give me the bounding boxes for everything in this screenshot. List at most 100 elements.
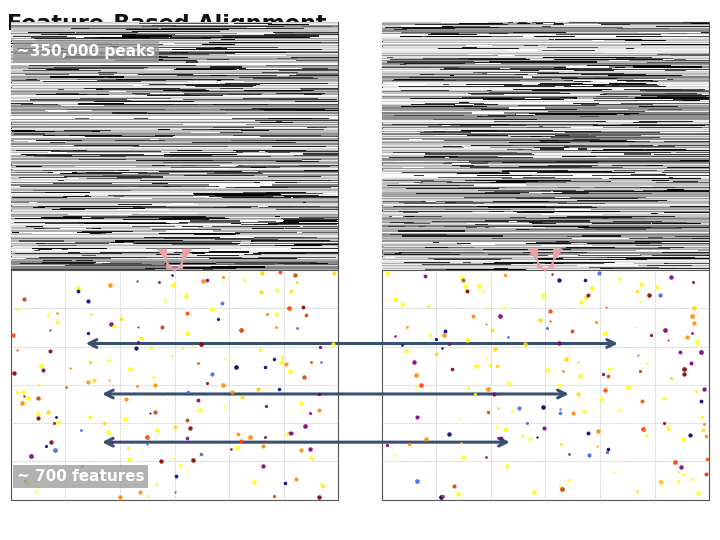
- Bar: [11, 211, 338, 212]
- Bar: [591, 238, 691, 239]
- Bar: [294, 102, 338, 103]
- Point: [159, 295, 171, 304]
- Bar: [382, 72, 709, 74]
- Bar: [382, 39, 709, 40]
- Point: [659, 326, 670, 334]
- Bar: [607, 94, 701, 95]
- Bar: [382, 243, 709, 244]
- Point: [25, 451, 37, 460]
- Point: [503, 379, 515, 387]
- Bar: [382, 59, 709, 60]
- Bar: [135, 94, 184, 95]
- Point: [556, 440, 567, 448]
- Bar: [652, 213, 658, 214]
- Bar: [472, 131, 496, 132]
- Bar: [168, 217, 225, 218]
- Point: [584, 451, 595, 460]
- Bar: [176, 68, 266, 69]
- Point: [485, 361, 496, 370]
- Bar: [444, 140, 552, 141]
- Bar: [11, 208, 338, 209]
- Point: [291, 278, 302, 286]
- Bar: [159, 218, 228, 219]
- Bar: [182, 129, 248, 130]
- Bar: [571, 85, 593, 86]
- Bar: [403, 59, 453, 60]
- Bar: [11, 165, 338, 166]
- Bar: [382, 263, 709, 264]
- Bar: [571, 80, 653, 81]
- Bar: [598, 23, 691, 24]
- Point: [382, 268, 393, 277]
- Bar: [382, 33, 709, 34]
- Point: [153, 278, 165, 287]
- Bar: [516, 114, 535, 115]
- Bar: [609, 60, 629, 62]
- Point: [554, 409, 566, 417]
- Bar: [510, 263, 618, 264]
- Bar: [64, 172, 77, 173]
- Bar: [531, 22, 554, 23]
- Bar: [87, 178, 142, 179]
- Bar: [11, 142, 338, 143]
- Bar: [235, 263, 301, 264]
- Point: [225, 445, 237, 454]
- Bar: [11, 228, 338, 229]
- Bar: [431, 33, 459, 34]
- Bar: [382, 74, 709, 75]
- Point: [176, 343, 188, 352]
- Bar: [540, 167, 623, 168]
- Bar: [213, 127, 327, 129]
- Bar: [529, 192, 562, 193]
- Bar: [606, 153, 652, 154]
- Point: [17, 387, 29, 396]
- Bar: [423, 131, 536, 132]
- Bar: [594, 100, 679, 101]
- Bar: [564, 86, 666, 87]
- Bar: [516, 200, 621, 202]
- Bar: [153, 180, 230, 181]
- Bar: [136, 103, 145, 104]
- Bar: [572, 238, 629, 239]
- Bar: [11, 82, 338, 83]
- Point: [544, 307, 556, 315]
- Bar: [409, 82, 421, 83]
- Point: [37, 366, 49, 375]
- Bar: [209, 49, 301, 50]
- Bar: [274, 82, 284, 83]
- Bar: [11, 186, 338, 187]
- Point: [156, 322, 168, 331]
- Bar: [67, 53, 105, 54]
- Point: [252, 384, 264, 393]
- Bar: [11, 198, 338, 199]
- Bar: [401, 106, 487, 107]
- Bar: [382, 50, 709, 51]
- Bar: [540, 207, 597, 208]
- Bar: [400, 64, 406, 65]
- Bar: [11, 90, 338, 91]
- Bar: [556, 161, 668, 162]
- Bar: [625, 257, 683, 258]
- Point: [40, 442, 52, 450]
- Point: [181, 329, 192, 338]
- Bar: [184, 230, 250, 231]
- Bar: [58, 89, 64, 90]
- Point: [462, 287, 473, 295]
- Bar: [203, 269, 212, 270]
- Point: [98, 418, 109, 427]
- Bar: [382, 211, 709, 212]
- Bar: [382, 124, 709, 125]
- Bar: [254, 182, 297, 183]
- Bar: [549, 217, 631, 218]
- Bar: [444, 226, 533, 227]
- Bar: [99, 44, 112, 45]
- Bar: [11, 234, 338, 235]
- Bar: [66, 228, 101, 229]
- Bar: [69, 264, 152, 265]
- Bar: [112, 112, 147, 113]
- Bar: [382, 172, 709, 173]
- Bar: [635, 156, 709, 157]
- Bar: [11, 86, 338, 87]
- Point: [546, 270, 558, 279]
- Bar: [589, 267, 660, 268]
